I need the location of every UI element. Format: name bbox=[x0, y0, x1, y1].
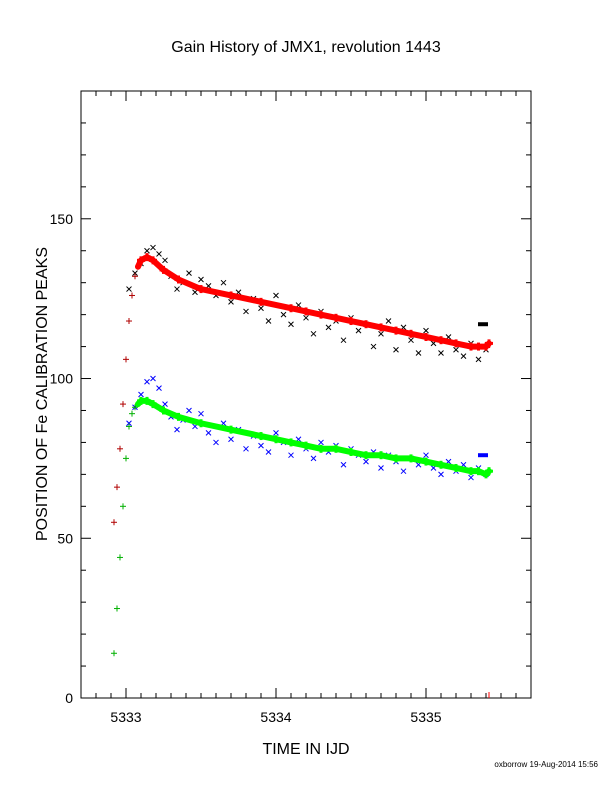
fit-point bbox=[126, 318, 132, 325]
scatter-point bbox=[174, 426, 180, 433]
scatter-point bbox=[363, 458, 369, 465]
fit-point bbox=[111, 519, 117, 526]
scatter-point bbox=[144, 378, 150, 385]
x-tick-label: 5334 bbox=[260, 709, 291, 725]
scatter-point bbox=[393, 346, 399, 353]
x-tick-label: 5335 bbox=[410, 709, 441, 725]
scatter-point bbox=[280, 311, 287, 318]
scatter-point bbox=[150, 375, 156, 382]
scatter-point bbox=[400, 468, 407, 475]
fit-point bbox=[114, 484, 120, 491]
scatter-point bbox=[156, 385, 162, 391]
scatter-point bbox=[150, 244, 156, 251]
scatter-point bbox=[423, 327, 429, 334]
x-axis: 5333 5334 5335 bbox=[80, 91, 532, 725]
fit-band bbox=[135, 397, 492, 478]
scatter-point bbox=[415, 350, 422, 356]
fit-point bbox=[117, 554, 123, 561]
scatter-point bbox=[156, 251, 162, 257]
scatter-point bbox=[453, 346, 459, 353]
scatter-point bbox=[460, 353, 467, 360]
scatter-point bbox=[126, 286, 132, 292]
scatter-point bbox=[355, 327, 362, 334]
scatter-point bbox=[468, 474, 474, 481]
scatter-point bbox=[438, 471, 444, 478]
scatter-point bbox=[162, 401, 168, 407]
series-1 bbox=[111, 253, 493, 526]
scatter-point bbox=[325, 324, 332, 331]
scatter-point bbox=[378, 465, 384, 471]
credit-line: oxborrow 19-Aug-2014 15:56 bbox=[494, 760, 598, 769]
fit-point bbox=[120, 401, 126, 408]
y-tick-label: 100 bbox=[50, 371, 74, 387]
scatter-point bbox=[340, 461, 347, 468]
scatter-point bbox=[265, 318, 272, 324]
scatter-point bbox=[408, 337, 414, 344]
scatter-point bbox=[213, 439, 219, 446]
fit-point bbox=[114, 605, 120, 612]
scatter-point bbox=[162, 257, 168, 264]
scatter-point bbox=[288, 452, 294, 459]
scatter-point bbox=[186, 270, 192, 276]
fit-point bbox=[120, 503, 126, 510]
scatter-point bbox=[288, 321, 294, 328]
scatter-point bbox=[265, 449, 272, 455]
scatter-point bbox=[475, 356, 482, 363]
y-tick-label: 150 bbox=[50, 211, 74, 227]
scatter-point bbox=[340, 337, 347, 344]
x-tick-label: 5333 bbox=[110, 709, 141, 725]
fit-point bbox=[132, 404, 138, 411]
scatter-point bbox=[318, 439, 324, 446]
fit-point bbox=[129, 292, 135, 299]
scatter-point bbox=[220, 279, 227, 286]
fit-point bbox=[126, 423, 132, 430]
scatter-point bbox=[378, 330, 384, 337]
fit-point bbox=[123, 455, 129, 462]
scatter-point bbox=[174, 286, 180, 292]
plot-frame bbox=[80, 90, 532, 699]
scatter-point bbox=[303, 314, 309, 321]
scatter-point bbox=[126, 420, 132, 427]
scatter-point bbox=[310, 455, 317, 462]
scatter-point bbox=[273, 292, 279, 299]
scatter-point bbox=[370, 343, 377, 350]
chart-title: Gain History of JMX1, revolution 1443 bbox=[171, 39, 441, 56]
scatter-point bbox=[310, 330, 317, 337]
scatter-point bbox=[205, 429, 212, 436]
scatter-point bbox=[138, 391, 144, 398]
scatter-point bbox=[198, 276, 204, 283]
scatter-point bbox=[228, 436, 234, 443]
fit-band bbox=[135, 254, 492, 350]
y-tick-label: 50 bbox=[57, 530, 73, 546]
scatter-point bbox=[258, 442, 264, 449]
series-0 bbox=[126, 244, 489, 363]
scatter-point bbox=[423, 452, 429, 459]
scatter-point bbox=[243, 445, 249, 452]
scatter-point bbox=[258, 305, 264, 312]
fit-point bbox=[129, 410, 135, 417]
x-axis-label: TIME IN IJD bbox=[262, 741, 349, 758]
y-tick-label: 0 bbox=[65, 690, 73, 706]
y-axis: 0 50 100 150 bbox=[50, 90, 531, 706]
scatter-point bbox=[186, 407, 192, 414]
scatter-point bbox=[385, 318, 392, 324]
scatter-point bbox=[198, 410, 204, 417]
fit-point bbox=[117, 445, 123, 452]
fit-point bbox=[132, 273, 138, 280]
scatter-point bbox=[243, 308, 249, 315]
scatter-point bbox=[144, 247, 150, 254]
fit-point bbox=[111, 650, 117, 657]
scatter-point bbox=[228, 298, 234, 305]
scatter-point bbox=[132, 270, 138, 276]
scatter-point bbox=[273, 429, 279, 436]
scatter-point bbox=[438, 350, 444, 356]
y-axis-label: POSITION OF Fe CALIBRATION PEAKS bbox=[34, 247, 51, 541]
data-series bbox=[111, 244, 493, 698]
scatter-point bbox=[192, 289, 198, 296]
fit-point bbox=[123, 356, 129, 363]
series-3 bbox=[111, 396, 493, 657]
